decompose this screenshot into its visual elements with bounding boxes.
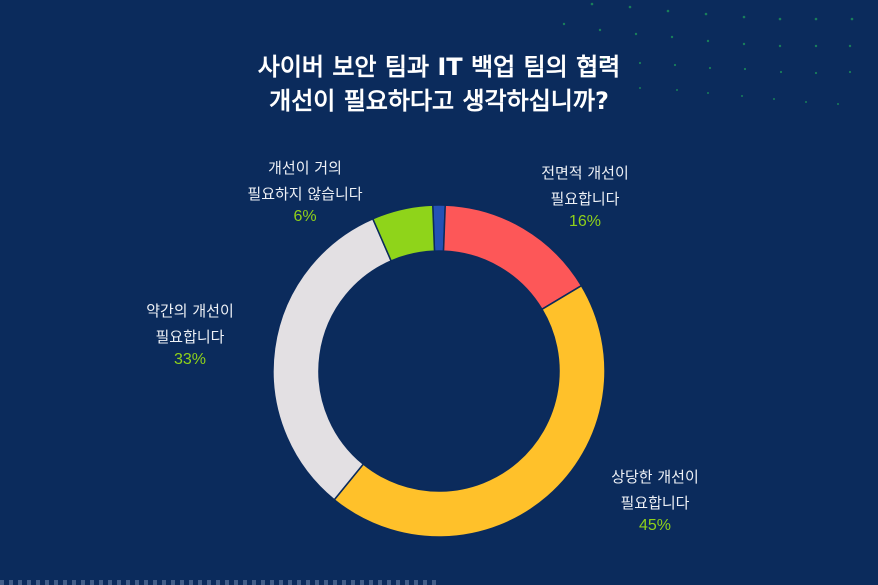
title-line-2: 개선이 필요하다고 생각하십니까? (269, 87, 609, 115)
label-percent: 6% (293, 208, 317, 225)
donut-segment-little (371, 204, 436, 262)
label-percent: 16% (568, 213, 602, 230)
label-text: 상당한 개선이 (611, 468, 699, 486)
label-percent: 45% (638, 517, 672, 534)
label-text: 전면적 개선이 (541, 164, 629, 182)
label-text: 필요합니다 (620, 494, 690, 512)
donut-segment-slight (272, 217, 393, 501)
label-text: 필요하지 않습니다 (247, 185, 363, 203)
label-little-improvement: 개선이 거의 필요하지 않습니다 6% (220, 155, 390, 227)
label-percent: 33% (173, 351, 207, 368)
cut-off-footer-text (0, 580, 440, 585)
chart-title: 사이버 보안 팀과 IT 백업 팀의 협력 개선이 필요하다고 생각하십니까? (0, 50, 878, 118)
donut-segment-significant (333, 284, 606, 538)
label-full-improvement: 전면적 개선이 필요합니다 16% (515, 160, 655, 232)
decorative-dot-pattern (562, 2, 854, 105)
label-text: 약간의 개선이 (146, 302, 234, 320)
label-text: 개선이 거의 (268, 159, 342, 177)
title-line-1: 사이버 보안 팀과 IT 백업 팀의 협력 (257, 53, 621, 81)
label-text: 필요합니다 (550, 190, 620, 208)
label-slight-improvement: 약간의 개선이 필요합니다 33% (120, 298, 260, 370)
label-text: 필요합니다 (155, 328, 225, 346)
label-significant-improvement: 상당한 개선이 필요합니다 45% (585, 464, 725, 536)
